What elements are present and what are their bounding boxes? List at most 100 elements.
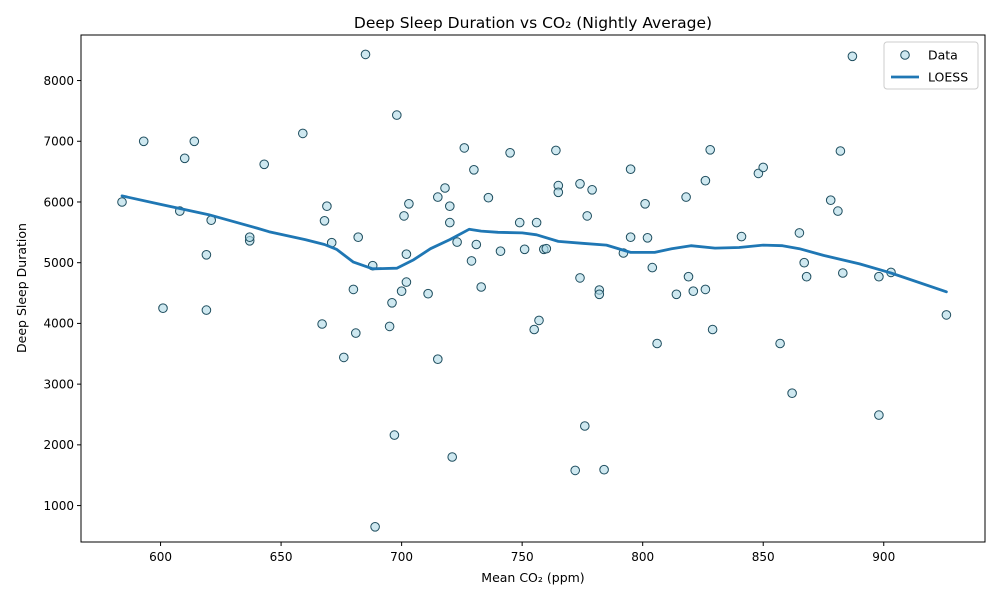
data-point bbox=[838, 268, 848, 278]
legend: Data LOESS bbox=[883, 41, 979, 90]
data-point bbox=[575, 179, 585, 189]
data-point bbox=[396, 286, 407, 297]
x-tick-label: 650 bbox=[270, 550, 293, 564]
x-axis-label: Mean CO₂ (ppm) bbox=[481, 570, 584, 585]
x-tick-label: 600 bbox=[149, 550, 172, 564]
loess-line bbox=[120, 194, 948, 294]
data-point bbox=[189, 136, 200, 147]
data-point bbox=[466, 256, 477, 266]
y-tick-label: 7000 bbox=[43, 135, 74, 149]
data-point bbox=[452, 237, 462, 247]
data-point bbox=[399, 211, 409, 221]
data-point bbox=[847, 51, 858, 62]
y-axis-label: Deep Sleep Duration bbox=[14, 223, 29, 353]
data-point bbox=[775, 338, 785, 349]
data-point bbox=[401, 277, 412, 287]
data-point bbox=[941, 310, 952, 320]
x-tick-label: 900 bbox=[872, 550, 895, 564]
y-tick-label: 4000 bbox=[43, 317, 74, 331]
data-point bbox=[758, 162, 769, 173]
data-point bbox=[384, 321, 395, 332]
data-point bbox=[647, 262, 658, 273]
data-point bbox=[322, 201, 332, 211]
data-point bbox=[317, 319, 327, 329]
plot-frame bbox=[80, 34, 986, 543]
legend-data-label: Data bbox=[928, 48, 958, 63]
data-point bbox=[541, 243, 552, 254]
data-point bbox=[351, 328, 361, 338]
y-tick-label: 1000 bbox=[43, 499, 74, 513]
data-point bbox=[681, 192, 691, 202]
data-point bbox=[519, 244, 530, 255]
data-point bbox=[825, 195, 836, 205]
data-point bbox=[514, 217, 525, 228]
data-point bbox=[799, 257, 810, 268]
data-point bbox=[483, 192, 494, 203]
data-point bbox=[370, 522, 380, 532]
data-point bbox=[404, 199, 414, 209]
data-point bbox=[339, 352, 349, 363]
data-point bbox=[551, 145, 561, 156]
data-point bbox=[495, 246, 506, 256]
data-point bbox=[471, 239, 482, 250]
data-point bbox=[707, 324, 718, 335]
data-point bbox=[440, 183, 450, 193]
data-point bbox=[158, 303, 168, 314]
data-point bbox=[553, 187, 564, 198]
data-point bbox=[259, 159, 270, 170]
data-point bbox=[736, 231, 747, 242]
data-point bbox=[688, 286, 699, 297]
data-point bbox=[874, 271, 884, 282]
plot-area bbox=[117, 49, 952, 532]
data-point bbox=[319, 216, 330, 226]
data-point bbox=[298, 128, 308, 139]
data-point bbox=[801, 271, 812, 282]
data-point bbox=[594, 289, 605, 300]
data-point bbox=[587, 185, 597, 195]
data-point bbox=[640, 199, 650, 209]
data-point bbox=[201, 305, 212, 315]
data-point bbox=[469, 165, 479, 175]
data-point bbox=[531, 217, 542, 228]
data-point bbox=[445, 217, 455, 228]
data-point bbox=[652, 338, 662, 349]
data-point bbox=[580, 421, 590, 431]
x-tick-label: 850 bbox=[752, 550, 775, 564]
data-point bbox=[642, 233, 653, 243]
legend-loess-label: LOESS bbox=[928, 70, 968, 85]
y-axis: 1000 2000 3000 4000 5000 6000 7000 8000 bbox=[43, 74, 81, 513]
data-point bbox=[433, 192, 443, 202]
data-point bbox=[433, 354, 443, 365]
legend-data-marker bbox=[900, 50, 910, 60]
data-point bbox=[201, 250, 212, 260]
data-point bbox=[423, 288, 433, 299]
data-point bbox=[835, 146, 846, 156]
data-point bbox=[179, 153, 190, 164]
x-tick-label: 700 bbox=[390, 550, 413, 564]
y-tick-label: 2000 bbox=[43, 438, 74, 452]
data-point bbox=[353, 232, 364, 242]
data-point bbox=[787, 388, 797, 399]
data-point bbox=[874, 410, 884, 420]
data-point bbox=[599, 464, 609, 475]
data-point bbox=[360, 49, 371, 60]
y-tick-label: 3000 bbox=[43, 377, 74, 391]
y-tick-label: 5000 bbox=[43, 256, 74, 270]
data-point bbox=[833, 206, 843, 216]
data-point bbox=[534, 315, 544, 326]
data-point bbox=[476, 282, 487, 292]
x-axis: 600 650 700 750 800 850 900 bbox=[149, 542, 895, 564]
data-point bbox=[570, 465, 581, 476]
data-point bbox=[700, 175, 711, 186]
data-point bbox=[625, 232, 636, 242]
data-point bbox=[575, 273, 585, 283]
data-point bbox=[348, 284, 359, 295]
data-point bbox=[705, 145, 716, 155]
y-tick-label: 6000 bbox=[43, 195, 74, 209]
data-point bbox=[459, 143, 470, 153]
data-point bbox=[529, 324, 540, 335]
data-point bbox=[794, 228, 805, 238]
data-point bbox=[387, 298, 397, 308]
chart-title: Deep Sleep Duration vs CO₂ (Nightly Aver… bbox=[354, 14, 712, 32]
